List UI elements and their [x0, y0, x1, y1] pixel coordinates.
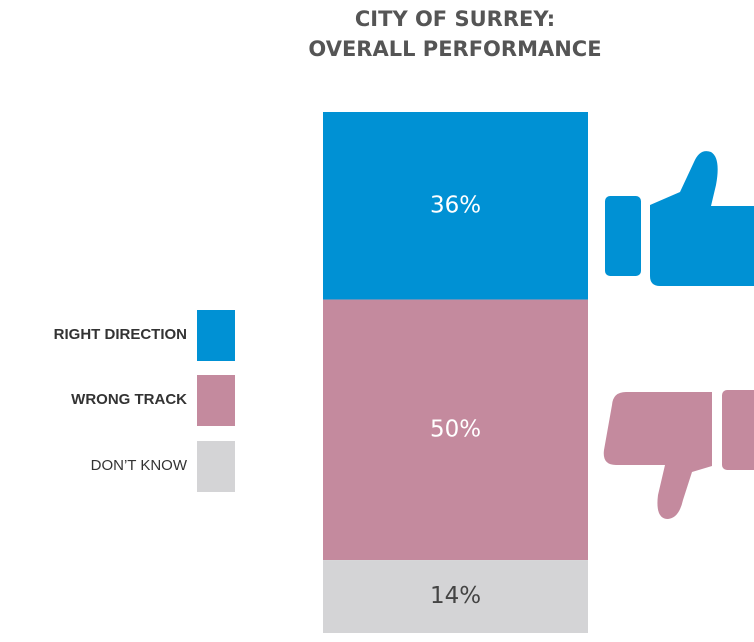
bar-segment — [323, 560, 588, 633]
value-label: 14% — [430, 583, 481, 609]
bar-segment — [323, 112, 588, 300]
thumbs-up-icon — [605, 151, 754, 286]
legend-swatch — [197, 441, 235, 492]
legend-label: DON’T KNOW — [91, 457, 188, 474]
chart-title: OVERALL PERFORMANCE — [308, 37, 601, 61]
legend-label: WRONG TRACK — [71, 391, 187, 408]
value-label: 50% — [430, 416, 481, 442]
legend-swatch — [197, 375, 235, 426]
value-label: 36% — [430, 192, 481, 218]
legend-swatch — [197, 310, 235, 361]
chart-title: CITY OF SURREY: — [355, 7, 555, 31]
thumbs-down-icon — [603, 390, 754, 519]
legend-label: RIGHT DIRECTION — [54, 326, 187, 343]
bar-segment — [323, 299, 588, 561]
